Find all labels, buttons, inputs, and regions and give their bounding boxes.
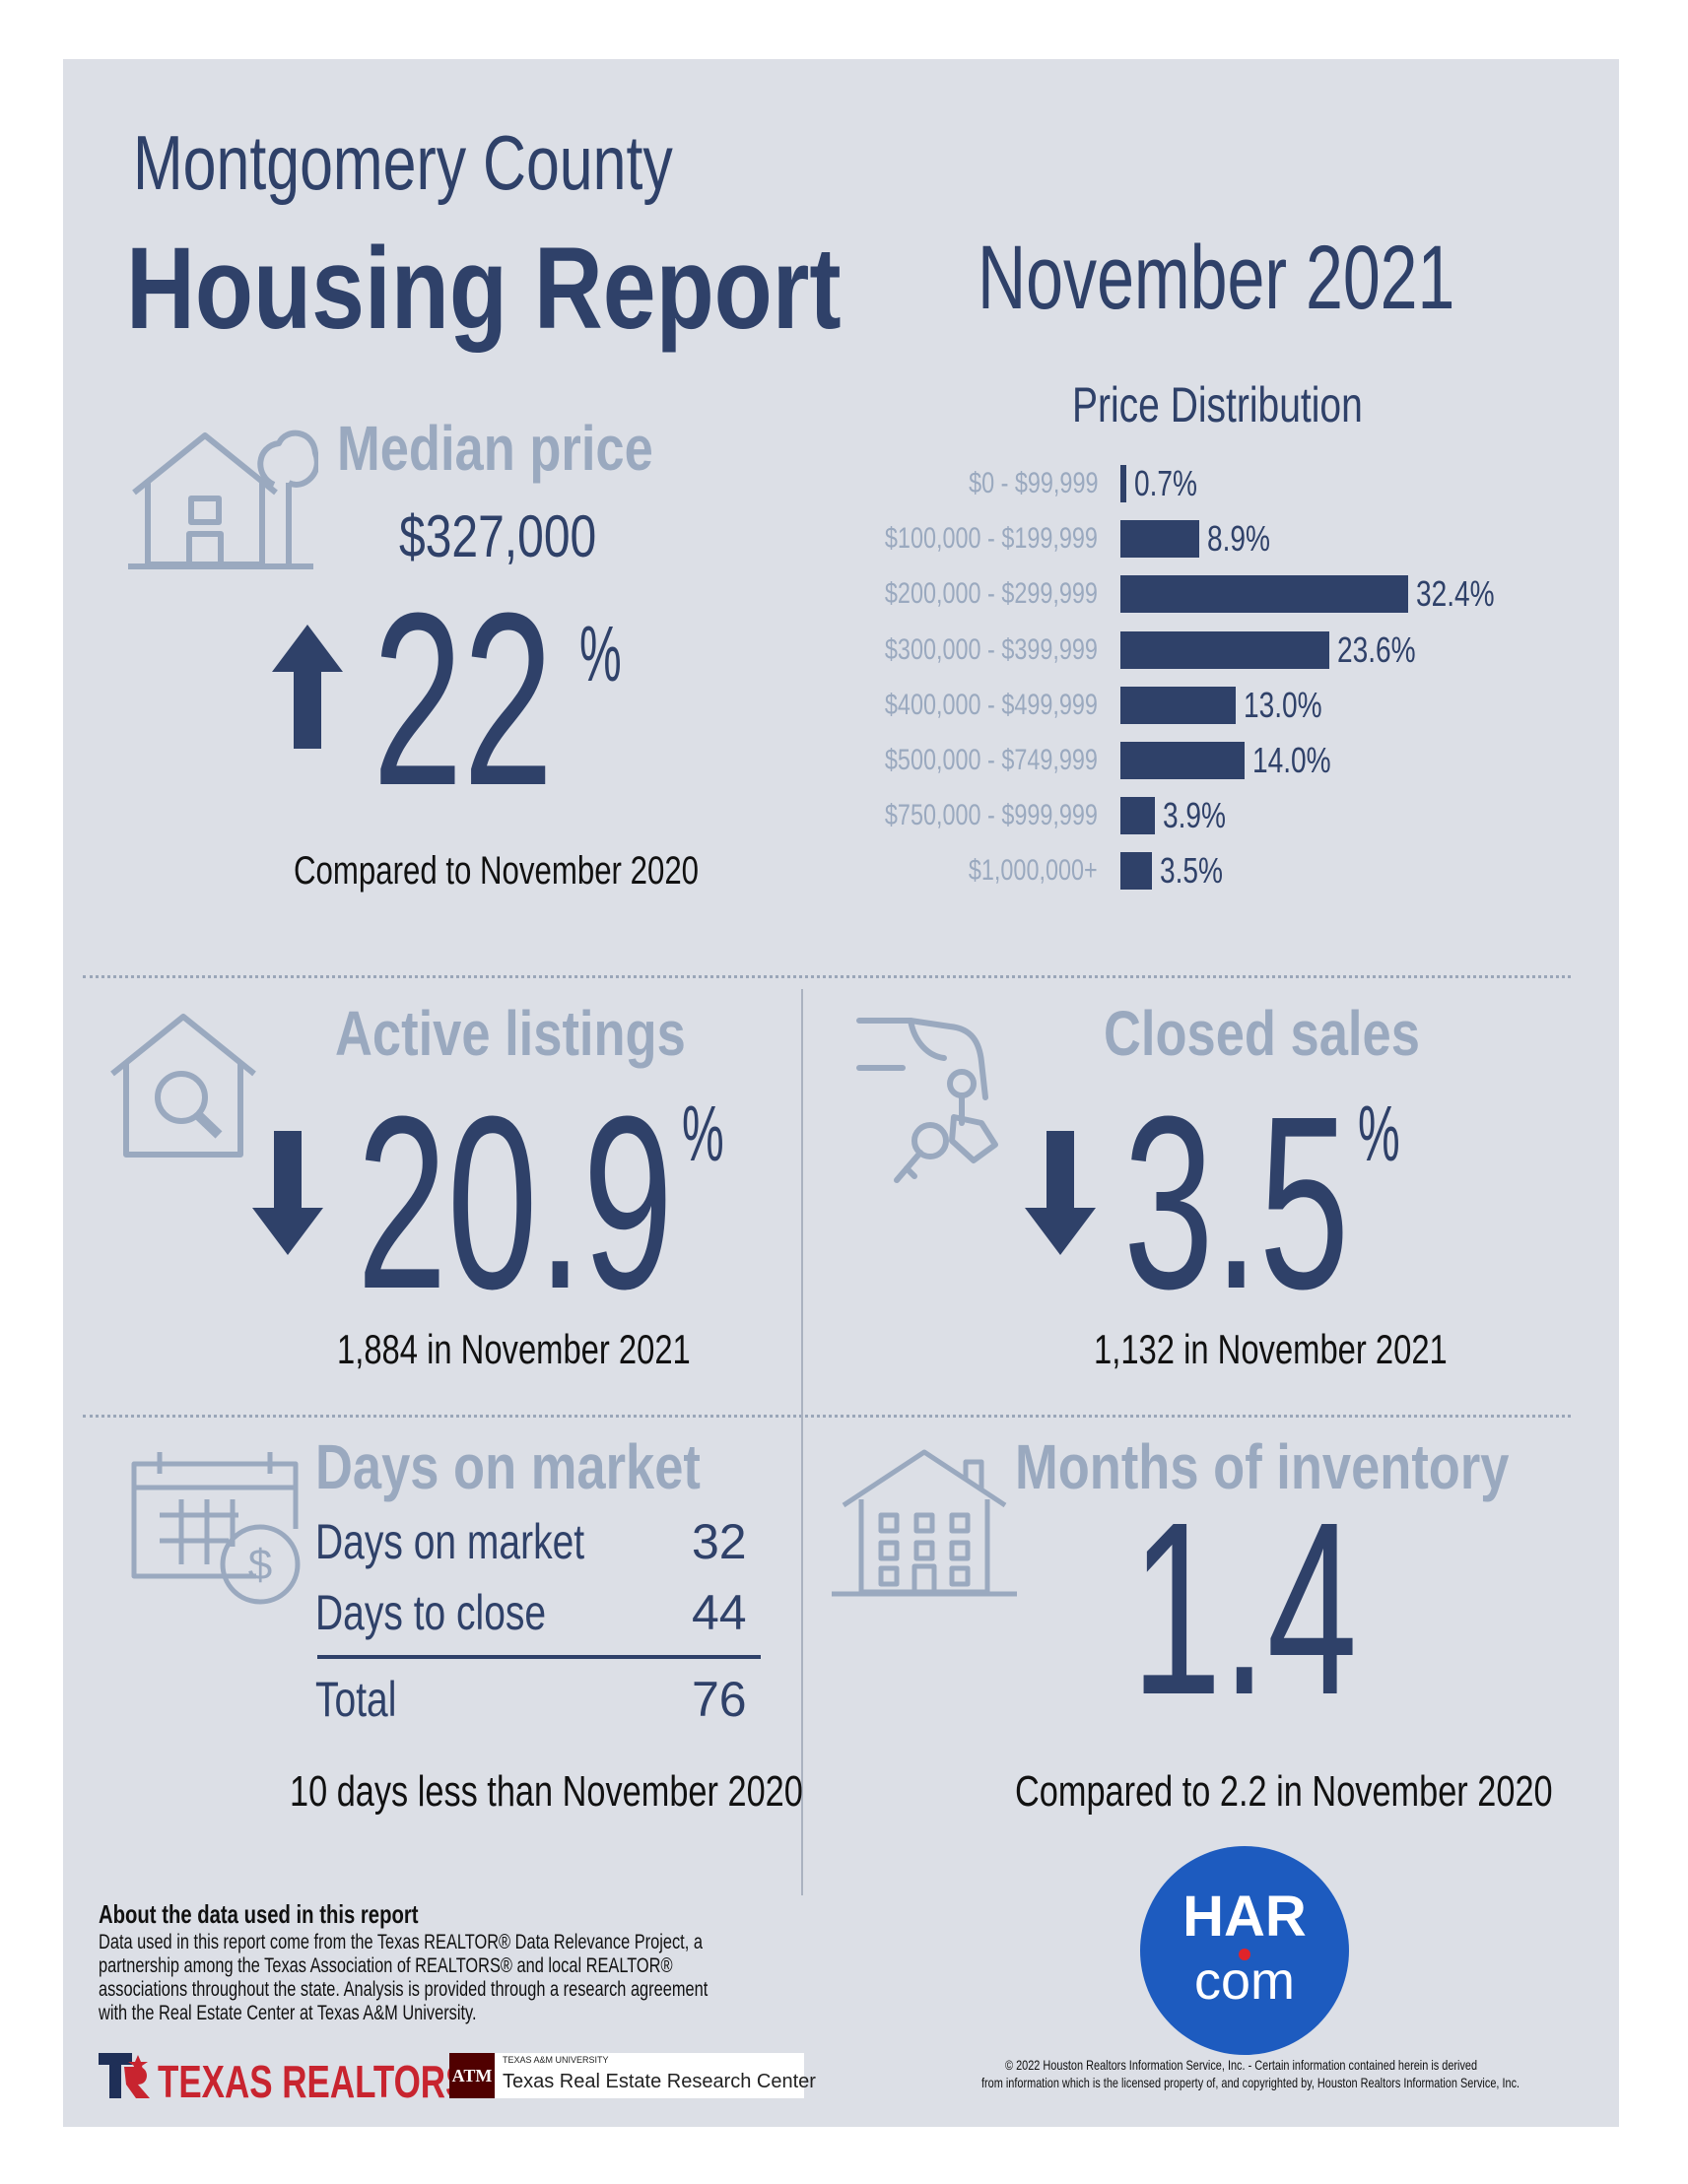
total-label: Total bbox=[315, 1672, 397, 1727]
chart-bar bbox=[1120, 686, 1236, 724]
chart-value-label: 8.9% bbox=[1207, 518, 1271, 560]
chart-category-label: $100,000 - $199,999 bbox=[885, 522, 1098, 556]
chart-value-label: 0.7% bbox=[1134, 463, 1198, 503]
total-value: 76 bbox=[692, 1672, 747, 1727]
chart-category-label: $0 - $99,999 bbox=[968, 467, 1098, 499]
chart-category-label: $300,000 - $399,999 bbox=[885, 632, 1098, 666]
active-percent-sign: % bbox=[682, 1090, 724, 1177]
chart-title: Price Distribution bbox=[1072, 377, 1363, 432]
report-title: Housing Report bbox=[126, 224, 842, 354]
copyright-line1: © 2022 Houston Realtors Information Serv… bbox=[1005, 2057, 1478, 2073]
total-rule bbox=[317, 1655, 761, 1659]
chart-bar bbox=[1120, 630, 1330, 669]
chart-bar bbox=[1120, 520, 1200, 559]
about-line: with the Real Estate Center at Texas A&M… bbox=[99, 2002, 477, 2024]
active-caption: 1,884 in November 2021 bbox=[337, 1326, 691, 1372]
chart-value-label: 23.6% bbox=[1337, 629, 1417, 670]
chart-category-label: $1,000,000+ bbox=[969, 854, 1098, 888]
chart-category-label: $400,000 - $499,999 bbox=[885, 688, 1098, 721]
median-price-value: $327,000 bbox=[399, 503, 597, 569]
har-logo-line2: com bbox=[1193, 1952, 1295, 2011]
house-tree-icon bbox=[126, 422, 318, 569]
about-line: associations throughout the state. Analy… bbox=[99, 1978, 709, 2001]
tamu-box bbox=[449, 2053, 804, 2098]
texas-realtors-wordmark: TEXAS REALTORS bbox=[158, 2056, 469, 2107]
har-logo: HAR com bbox=[1140, 1846, 1349, 2055]
dom-caption: 10 days less than November 2020 bbox=[290, 1767, 803, 1816]
months-inventory-title: Months of inventory bbox=[1015, 1431, 1510, 1502]
house-search-icon bbox=[108, 1013, 258, 1158]
price-distribution-chart: $0 - $99,999 0.7% $100,000 - $199,999 8.9% $… bbox=[0, 0, 1688, 891]
tamu-logo-icon: ATM bbox=[449, 2053, 495, 2098]
dtc-row-value: 44 bbox=[692, 1585, 747, 1640]
active-listings-title: Active listings bbox=[335, 998, 686, 1069]
arrow-up-icon bbox=[272, 625, 343, 749]
har-logo-line1: HAR bbox=[1182, 1885, 1307, 1949]
arrow-down-icon bbox=[252, 1131, 323, 1255]
median-change-number: 22 bbox=[372, 562, 554, 836]
closed-change-number: 3.5 bbox=[1123, 1065, 1350, 1340]
chart-bar bbox=[1120, 852, 1152, 891]
median-price-title: Median price bbox=[337, 413, 653, 484]
county-title: Montgomery County bbox=[133, 119, 673, 206]
chart-category-label: $200,000 - $299,999 bbox=[885, 577, 1098, 611]
report-period: November 2021 bbox=[978, 228, 1455, 328]
about-line: Data used in this report come from the T… bbox=[99, 1931, 703, 1953]
chart-bar bbox=[1120, 742, 1245, 779]
chart-value-label: 3.5% bbox=[1159, 850, 1223, 892]
closed-percent-sign: % bbox=[1358, 1090, 1400, 1177]
chart-category-label: $500,000 - $749,999 bbox=[885, 744, 1098, 776]
about-heading: About the data used in this report bbox=[99, 1899, 419, 1929]
report-panel bbox=[63, 59, 1619, 2127]
median-caption: Compared to November 2020 bbox=[294, 849, 700, 893]
chart-value-label: 3.9% bbox=[1163, 795, 1227, 836]
har-logo-dot bbox=[1239, 1949, 1250, 1960]
arrow-down-icon bbox=[1025, 1131, 1096, 1255]
dom-row-label: Days on market bbox=[315, 1514, 585, 1569]
calendar-dollar-icon: $ bbox=[130, 1444, 307, 1610]
texas-realtors-mark-icon bbox=[99, 2053, 150, 2098]
divider-upper bbox=[83, 975, 1571, 978]
months-inventory-value: 1.4 bbox=[1131, 1471, 1358, 1746]
chart-bar bbox=[1120, 465, 1127, 502]
chart-bar bbox=[1120, 575, 1408, 614]
tamu-center-text: Texas Real Estate Research Center bbox=[503, 2071, 816, 2092]
dtc-row-label: Days to close bbox=[315, 1585, 547, 1640]
building-icon bbox=[830, 1444, 1019, 1602]
days-on-market-title: Days on market bbox=[315, 1431, 701, 1502]
chart-bar bbox=[1120, 797, 1156, 835]
copyright-line2: from information which is the licensed p… bbox=[981, 2075, 1520, 2090]
hand-keys-icon bbox=[855, 1015, 1025, 1194]
months-caption: Compared to 2.2 in November 2020 bbox=[1015, 1767, 1553, 1816]
closed-caption: 1,132 in November 2021 bbox=[1094, 1326, 1448, 1372]
median-percent-sign: % bbox=[579, 610, 622, 697]
about-line: partnership among the Texas Association … bbox=[99, 1954, 673, 1977]
chart-value-label: 32.4% bbox=[1415, 573, 1495, 615]
active-change-number: 20.9 bbox=[357, 1065, 674, 1340]
chart-category-label: $750,000 - $999,999 bbox=[885, 799, 1098, 832]
closed-sales-title: Closed sales bbox=[1104, 998, 1420, 1069]
tamu-small-text: TEXAS A&M UNIVERSITY bbox=[503, 2055, 609, 2065]
chart-value-label: 14.0% bbox=[1252, 740, 1331, 780]
dom-row-value: 32 bbox=[692, 1514, 747, 1569]
divider-lower bbox=[83, 1415, 1571, 1418]
svg-text:$: $ bbox=[248, 1541, 272, 1589]
divider-vertical bbox=[801, 989, 803, 1895]
chart-value-label: 13.0% bbox=[1244, 684, 1322, 725]
